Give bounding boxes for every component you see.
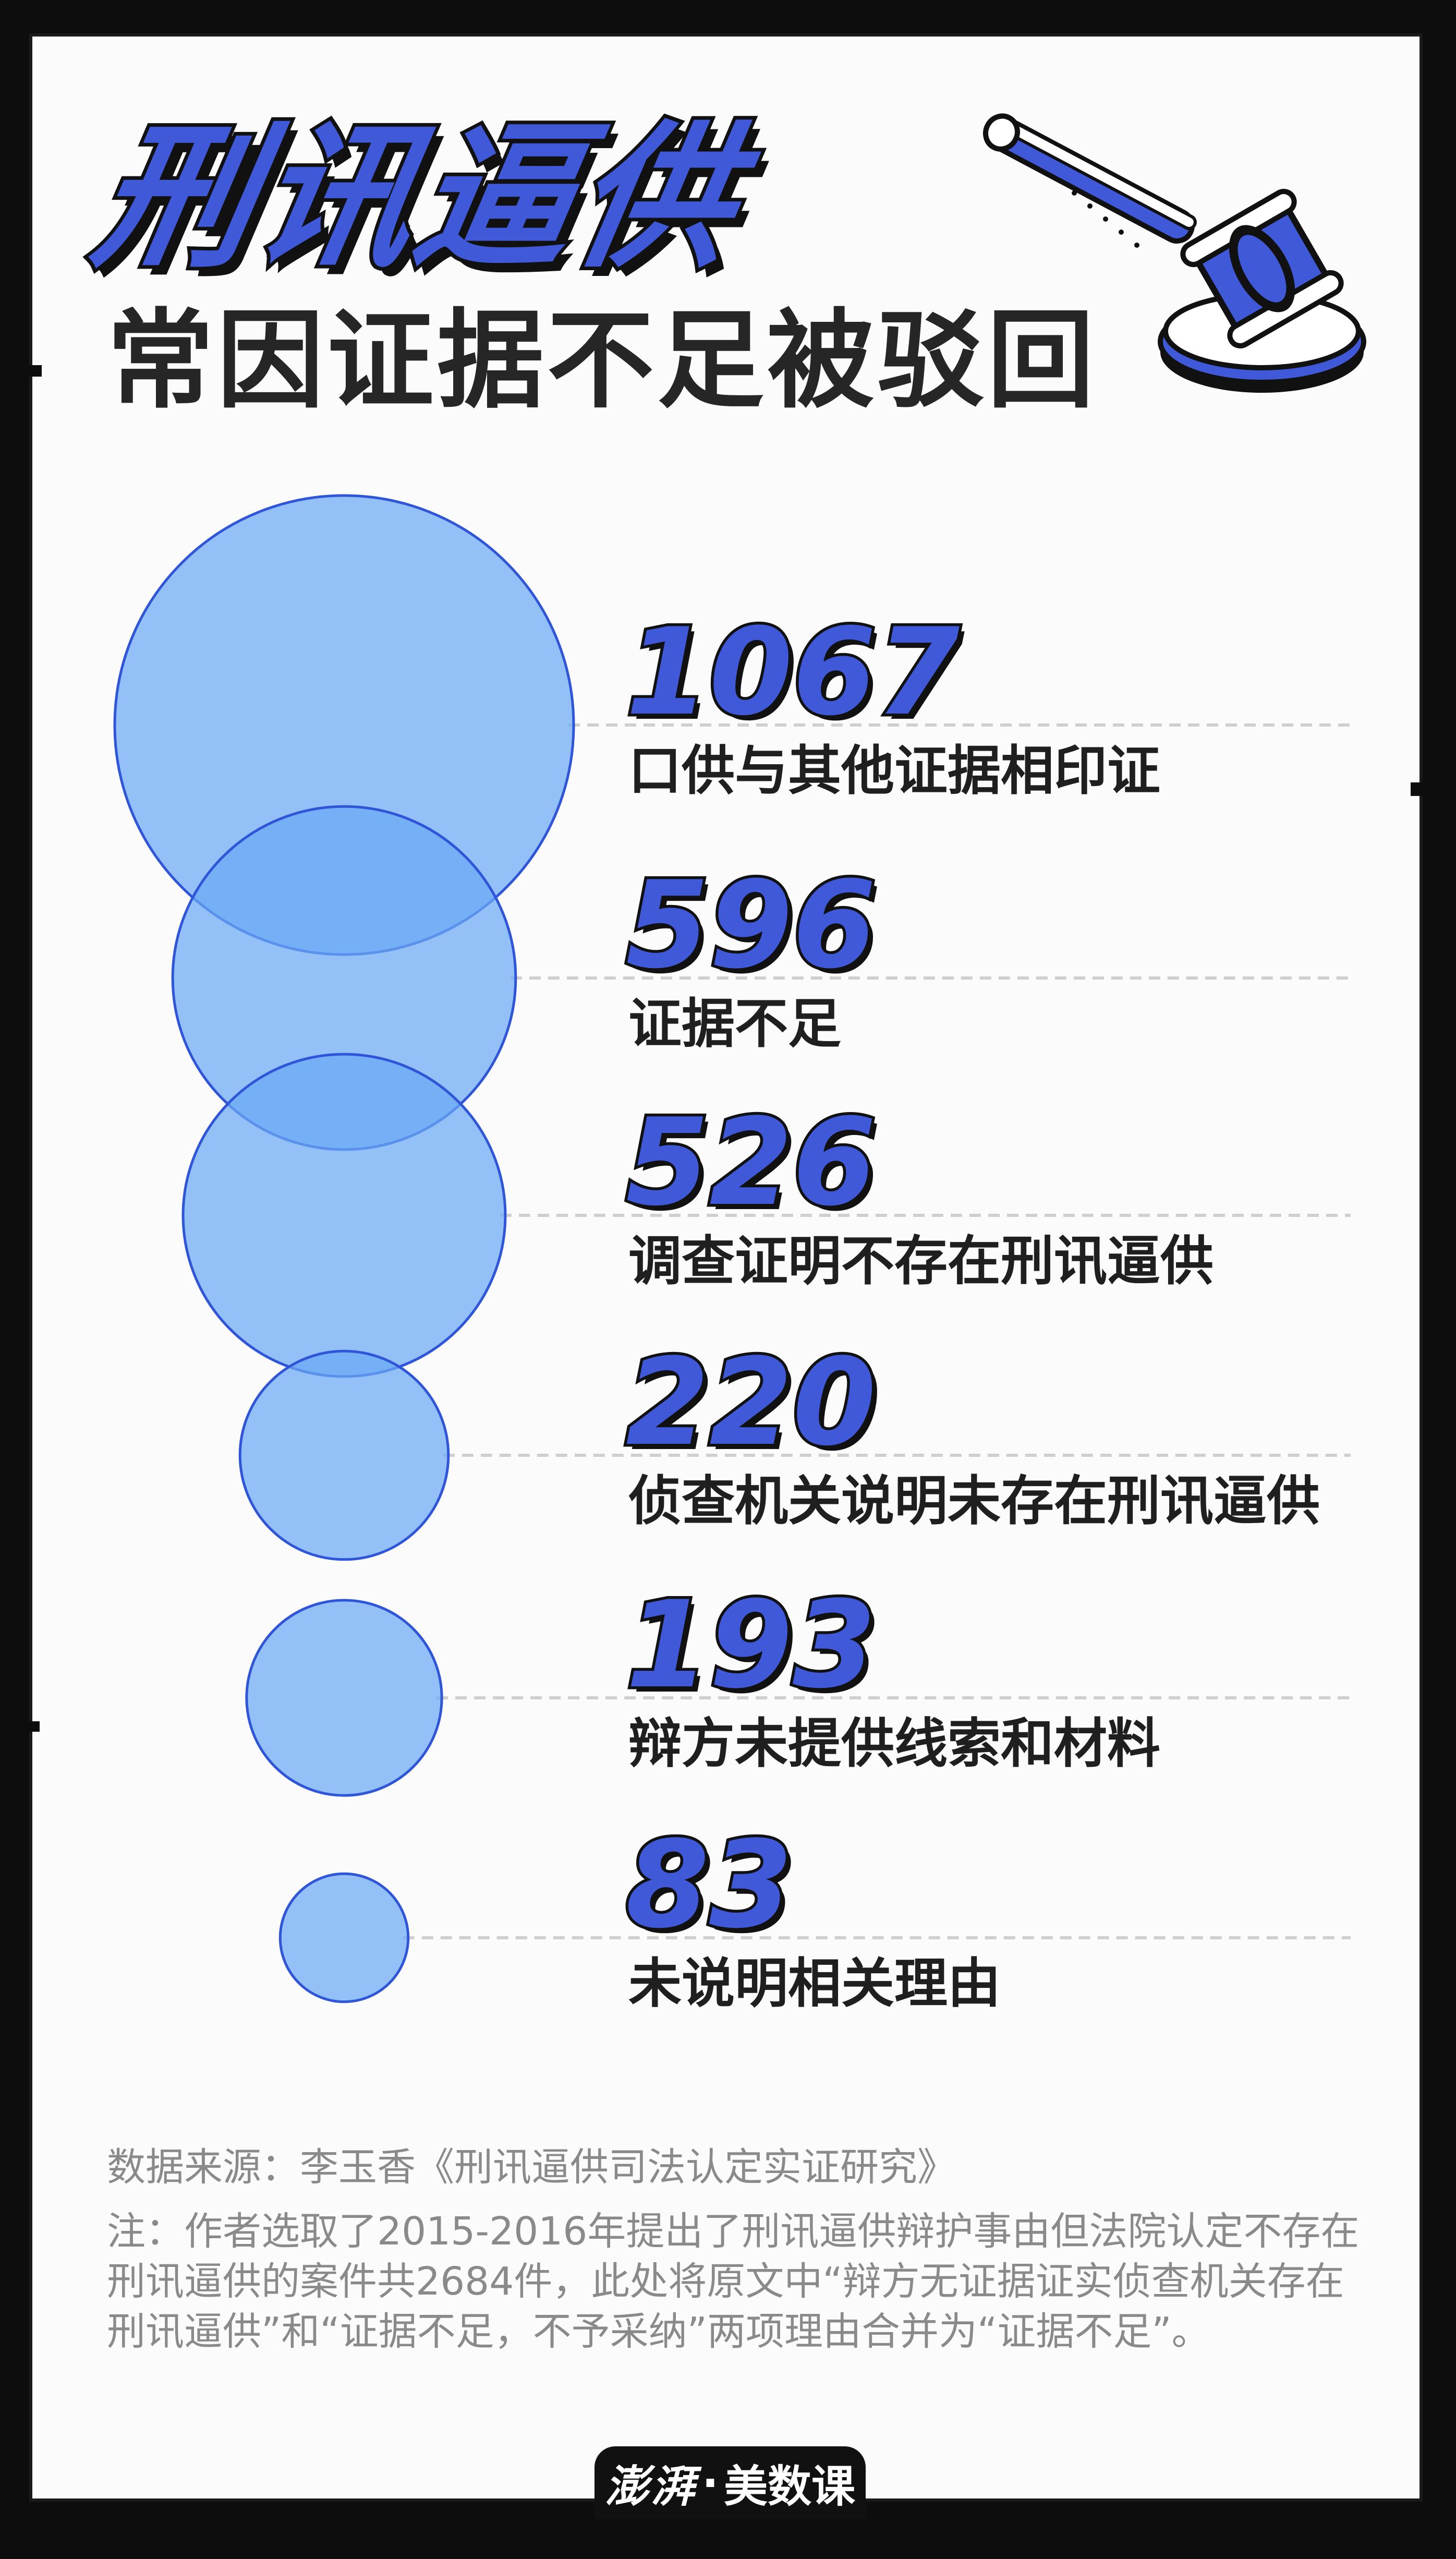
category-label: 未说明相关理由: [628, 1953, 1001, 2015]
title-subtitle: 常因证据不足被驳回: [107, 299, 1097, 423]
bubble: [245, 1599, 443, 1797]
value-label: 220: [623, 1333, 879, 1472]
brand-name: 澎湃: [605, 2460, 697, 2512]
brand-logo: 澎湃 · 美数课: [594, 2446, 866, 2519]
value-label: 596: [623, 856, 879, 995]
value-label: 193: [623, 1576, 879, 1715]
paper-edge: [1411, 782, 1431, 796]
value-label: 526: [623, 1093, 879, 1233]
category-label: 调查证明不存在刑讯逼供: [628, 1230, 1214, 1293]
category-label: 证据不足: [628, 993, 841, 1055]
paper-edge: [21, 1721, 40, 1732]
category-label: 辩方未提供线索和材料: [628, 1713, 1160, 1775]
gavel-icon: [983, 113, 1366, 393]
bubble: [278, 1872, 410, 2003]
value-label: 1067: [623, 603, 962, 742]
footnote: 注：作者选取了2015-2016年提出了刑讯逼供辩护事由但法院认定不存在刑讯逼供…: [107, 2209, 1360, 2354]
bubble: [181, 1053, 507, 1378]
brand-column: 美数课: [723, 2460, 855, 2512]
category-label: 口供与其他证据相印证: [628, 740, 1160, 802]
value-label: 83: [623, 1816, 795, 1955]
paper-edge: [21, 365, 42, 377]
data-source: 数据来源：李玉香《刑讯逼供司法认定实证研究》: [107, 2145, 956, 2190]
brand-separator: ·: [702, 2457, 719, 2508]
category-label: 侦查机关说明未存在刑讯逼供: [628, 1470, 1320, 1532]
bubble: [238, 1349, 450, 1561]
